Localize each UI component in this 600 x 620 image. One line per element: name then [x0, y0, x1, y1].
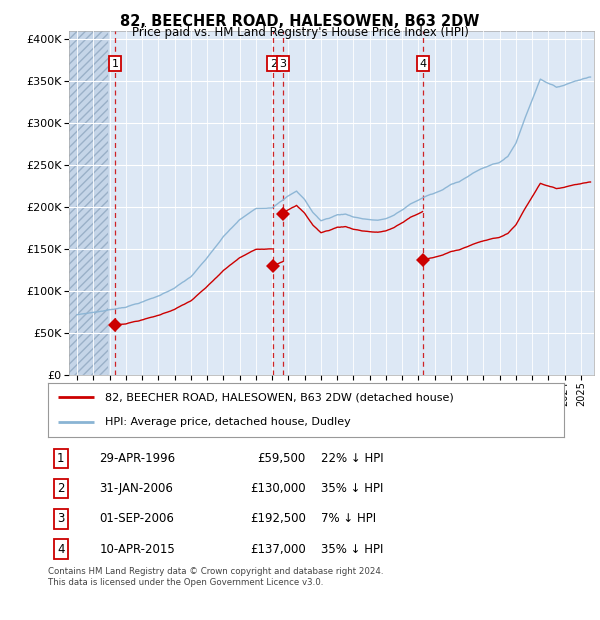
- Text: 35% ↓ HPI: 35% ↓ HPI: [322, 482, 384, 495]
- Text: 4: 4: [419, 59, 427, 69]
- Text: 1: 1: [57, 452, 65, 465]
- Text: 82, BEECHER ROAD, HALESOWEN, B63 2DW (detached house): 82, BEECHER ROAD, HALESOWEN, B63 2DW (de…: [105, 392, 454, 402]
- Text: 4: 4: [57, 542, 65, 556]
- Text: 2: 2: [270, 59, 277, 69]
- Text: 22% ↓ HPI: 22% ↓ HPI: [322, 452, 384, 465]
- Text: 01-SEP-2006: 01-SEP-2006: [100, 512, 175, 525]
- Bar: [69, 31, 109, 375]
- Text: 7% ↓ HPI: 7% ↓ HPI: [322, 512, 377, 525]
- Text: £59,500: £59,500: [258, 452, 306, 465]
- Text: £130,000: £130,000: [250, 482, 306, 495]
- Text: 3: 3: [57, 512, 65, 525]
- Text: 3: 3: [280, 59, 287, 69]
- Text: 2: 2: [57, 482, 65, 495]
- Text: HPI: Average price, detached house, Dudley: HPI: Average price, detached house, Dudl…: [105, 417, 350, 427]
- Text: £192,500: £192,500: [250, 512, 306, 525]
- Text: 31-JAN-2006: 31-JAN-2006: [100, 482, 173, 495]
- Text: 29-APR-1996: 29-APR-1996: [100, 452, 176, 465]
- Text: 82, BEECHER ROAD, HALESOWEN, B63 2DW: 82, BEECHER ROAD, HALESOWEN, B63 2DW: [121, 14, 479, 29]
- Text: 35% ↓ HPI: 35% ↓ HPI: [322, 542, 384, 556]
- Text: 10-APR-2015: 10-APR-2015: [100, 542, 175, 556]
- Text: Price paid vs. HM Land Registry's House Price Index (HPI): Price paid vs. HM Land Registry's House …: [131, 26, 469, 39]
- Bar: [69, 31, 109, 375]
- Text: 1: 1: [112, 59, 118, 69]
- Text: £137,000: £137,000: [250, 542, 306, 556]
- Text: Contains HM Land Registry data © Crown copyright and database right 2024.
This d: Contains HM Land Registry data © Crown c…: [48, 567, 383, 587]
